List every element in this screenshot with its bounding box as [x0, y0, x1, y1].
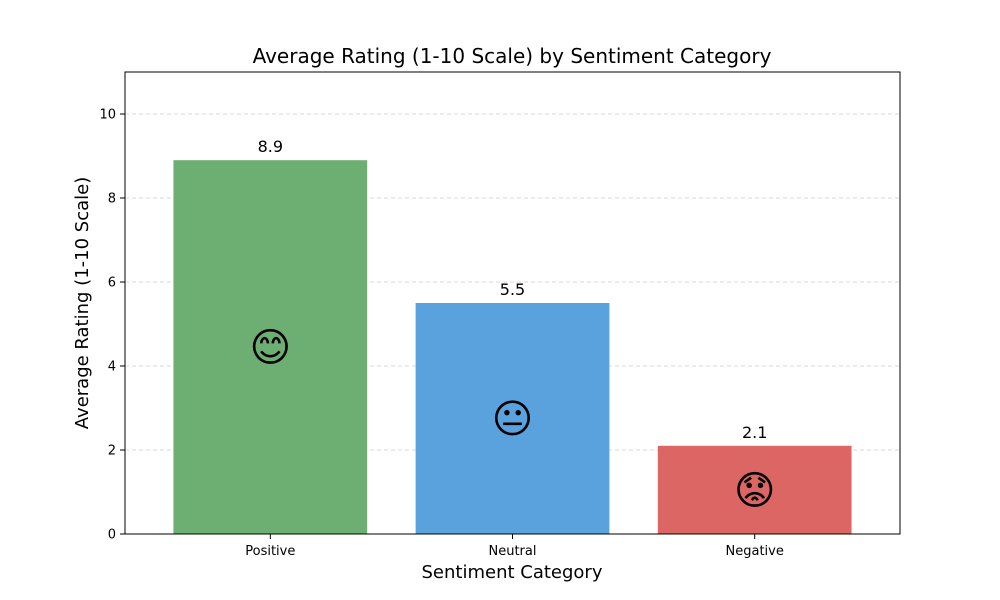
bar-negative — [657, 445, 852, 534]
value-label-positive: 8.9 — [258, 137, 283, 156]
x-tick-label-positive: Positive — [245, 544, 295, 559]
sentiment-emoji-icon: 😊 — [249, 325, 291, 371]
y-tick-label: 2 — [108, 444, 116, 459]
chart-title: Average Rating (1-10 Scale) by Sentiment… — [253, 44, 772, 68]
x-tick-label-negative: Negative — [726, 544, 784, 559]
x-axis-label: Sentiment Category — [422, 562, 603, 583]
sentiment-emoji-icon: 😟 — [734, 468, 776, 514]
x-tick-label-neutral: Neutral — [489, 544, 537, 559]
sentiment-emoji-icon: 😐 — [492, 397, 534, 443]
y-axis-ticks: 0 2 4 6 8 10 — [99, 108, 125, 543]
bar-neutral — [415, 303, 610, 534]
plot-frame — [124, 71, 901, 535]
bars: 8.9 😊 5.5 😐 2.1 😟 — [173, 137, 852, 534]
y-tick-label: 8 — [108, 192, 116, 207]
bar-positive — [173, 160, 368, 534]
x-axis-ticks: Positive Neutral Negative — [245, 534, 784, 559]
y-axis-label: Average Rating (1-10 Scale) — [72, 177, 93, 429]
y-tick-label: 0 — [108, 528, 116, 543]
y-tick-label: 6 — [108, 276, 116, 291]
y-tick-label: 10 — [99, 108, 116, 123]
value-label-neutral: 5.5 — [500, 280, 525, 299]
y-tick-label: 4 — [108, 360, 116, 375]
value-label-negative: 2.1 — [742, 423, 767, 442]
